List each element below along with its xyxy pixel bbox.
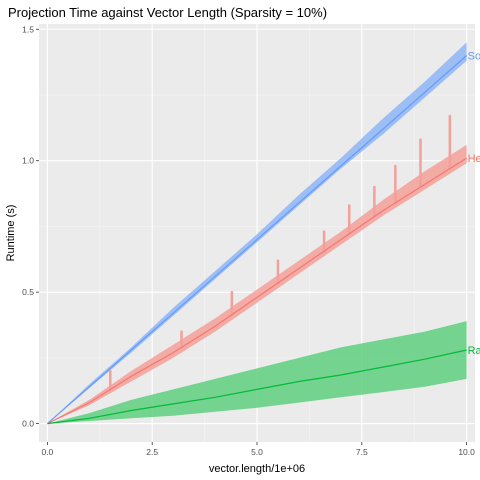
y-tick-label: 0.5	[22, 287, 34, 297]
series-label-heap: Hea	[468, 153, 480, 165]
x-axis-ticks: 0.0 2.5 5.0 7.5 10.0	[41, 442, 475, 457]
series-line-random	[47, 349, 467, 425]
series-label-random: Ran	[468, 345, 480, 357]
series-bands	[47, 42, 467, 424]
y-tick-label: 1.5	[22, 24, 34, 34]
y-tick-label: 0.0	[22, 419, 34, 429]
x-axis-title: vector.length/1e+06	[209, 463, 305, 475]
series-band-sort	[47, 42, 467, 424]
series-band-heap	[47, 144, 467, 424]
x-tick-label: 10.0	[458, 447, 475, 457]
x-tick-label: 2.5	[146, 447, 158, 457]
y-tick-label: 1.0	[22, 156, 34, 166]
series-label-sort: Sor	[468, 51, 480, 63]
x-tick-label: 0.0	[41, 447, 53, 457]
series-spikes	[109, 114, 452, 391]
x-tick-label: 5.0	[251, 447, 263, 457]
series-line-sort	[47, 55, 467, 425]
x-tick-label: 7.5	[356, 447, 368, 457]
chart-title: Projection Time against Vector Length (S…	[8, 5, 327, 20]
y-axis-title: Runtime (s)	[5, 205, 17, 262]
series-lines	[47, 55, 467, 425]
y-axis-ticks: 0.0 0.5 1.0 1.5	[22, 24, 39, 429]
series-line-heap	[47, 157, 467, 425]
series-end-labels: Sor Hea Ran	[468, 51, 480, 357]
series-band-random	[47, 321, 467, 424]
